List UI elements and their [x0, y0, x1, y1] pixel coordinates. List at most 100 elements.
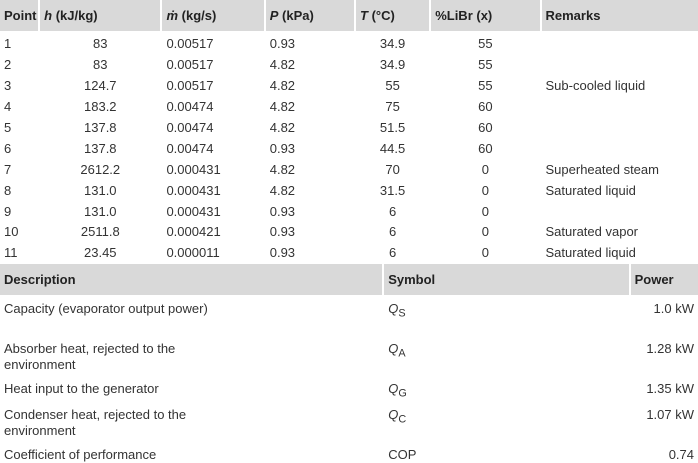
table-cell: 0 — [431, 201, 539, 222]
table-cell: 4.82 — [266, 118, 354, 139]
table-cell: 131.0 — [40, 180, 160, 201]
table-cell: 0.00474 — [162, 138, 263, 159]
table-cell: 4.82 — [266, 55, 354, 76]
table-cell: 7 — [0, 159, 38, 180]
table-cell: 137.8 — [40, 118, 160, 139]
table-cell: 55 — [431, 31, 539, 55]
table-cell: QS — [384, 295, 628, 335]
symbol-subscript: S — [398, 307, 405, 319]
table-cell: 6 — [356, 201, 429, 222]
table-cell: QG — [384, 375, 628, 402]
table-cell: 1.28 kW — [631, 335, 698, 375]
table-cell: 0.000431 — [162, 201, 263, 222]
column-header: Description — [0, 264, 382, 295]
table-cell: 0 — [431, 222, 539, 243]
table-cell: 5 — [0, 118, 38, 139]
table-cell: 0.93 — [266, 138, 354, 159]
header-unit: (kJ/kg) — [56, 8, 98, 23]
header-symbol: T — [360, 8, 368, 23]
description: Absorber heat, rejected to the environme… — [4, 341, 219, 373]
column-header: T (°C) — [356, 0, 429, 31]
table-cell: 4.82 — [266, 180, 354, 201]
table-cell: Coefficient of performance — [0, 441, 382, 463]
table-cell — [542, 118, 698, 139]
symbol-base: Q — [388, 381, 398, 396]
table-cell: 1.0 kW — [631, 295, 698, 335]
table-cell: Absorber heat, rejected to the environme… — [0, 335, 382, 375]
table-cell: 3 — [0, 76, 38, 97]
header-unit: (kPa) — [282, 8, 314, 23]
table-cell: 83 — [40, 31, 160, 55]
table-cell: Superheated steam — [542, 159, 698, 180]
symbol-subscript: G — [398, 387, 406, 399]
table-cell — [542, 55, 698, 76]
table-cell: 6 — [356, 243, 429, 264]
table-cell: 0.000431 — [162, 159, 263, 180]
column-header: Remarks — [542, 0, 698, 31]
table-row: Absorber heat, rejected to the environme… — [0, 335, 698, 375]
table-cell: 124.7 — [40, 76, 160, 97]
symbol-base: Q — [388, 407, 398, 422]
table-cell: 60 — [431, 118, 539, 139]
table-cell: 131.0 — [40, 201, 160, 222]
table-cell: 1.35 kW — [631, 375, 698, 402]
table-cell: 1 — [0, 31, 38, 55]
header-symbol: P — [270, 8, 279, 23]
table-cell: 4.82 — [266, 76, 354, 97]
table-cell: 55 — [356, 76, 429, 97]
table-cell: 0.000421 — [162, 222, 263, 243]
column-header: P (kPa) — [266, 0, 354, 31]
table-cell — [542, 31, 698, 55]
table-cell: 8 — [0, 180, 38, 201]
table-cell: 183.2 — [40, 97, 160, 118]
description: Condenser heat, rejected to the environm… — [4, 407, 219, 439]
table-cell: Saturated liquid — [542, 180, 698, 201]
column-header: Power — [631, 264, 698, 295]
table-cell: 70 — [356, 159, 429, 180]
table-cell: QC — [384, 401, 628, 441]
table-cell: 60 — [431, 97, 539, 118]
table-cell: 2612.2 — [40, 159, 160, 180]
table-cell: 44.5 — [356, 138, 429, 159]
header-unit: (kg/s) — [182, 8, 217, 23]
table-cell: 23.45 — [40, 243, 160, 264]
table-cell: Heat input to the generator — [0, 375, 382, 402]
table-cell: Condenser heat, rejected to the environm… — [0, 401, 382, 441]
table-cell: Saturated vapor — [542, 222, 698, 243]
table-cell: 34.9 — [356, 55, 429, 76]
column-header: Symbol — [384, 264, 628, 295]
table-cell: 11 — [0, 243, 38, 264]
description: Coefficient of performance — [4, 447, 219, 463]
table-cell: 0.93 — [266, 201, 354, 222]
table-cell: 1.07 kW — [631, 401, 698, 441]
table-cell: 0.00517 — [162, 31, 263, 55]
table-cell: 55 — [431, 76, 539, 97]
table-cell: 0.00474 — [162, 118, 263, 139]
table-cell: 0 — [431, 180, 539, 201]
table-cell: Sub-cooled liquid — [542, 76, 698, 97]
column-header: Point — [0, 0, 38, 31]
table-cell: COP — [384, 441, 628, 463]
table-cell: 0.00517 — [162, 76, 263, 97]
table-cell: 4 — [0, 97, 38, 118]
table-row: Condenser heat, rejected to the environm… — [0, 401, 698, 441]
table-cell: Capacity (evaporator output power) — [0, 295, 382, 335]
table-cell: 31.5 — [356, 180, 429, 201]
header-unit: (°C) — [372, 8, 395, 23]
table-cell: 0.93 — [266, 222, 354, 243]
table-cell: 60 — [431, 138, 539, 159]
